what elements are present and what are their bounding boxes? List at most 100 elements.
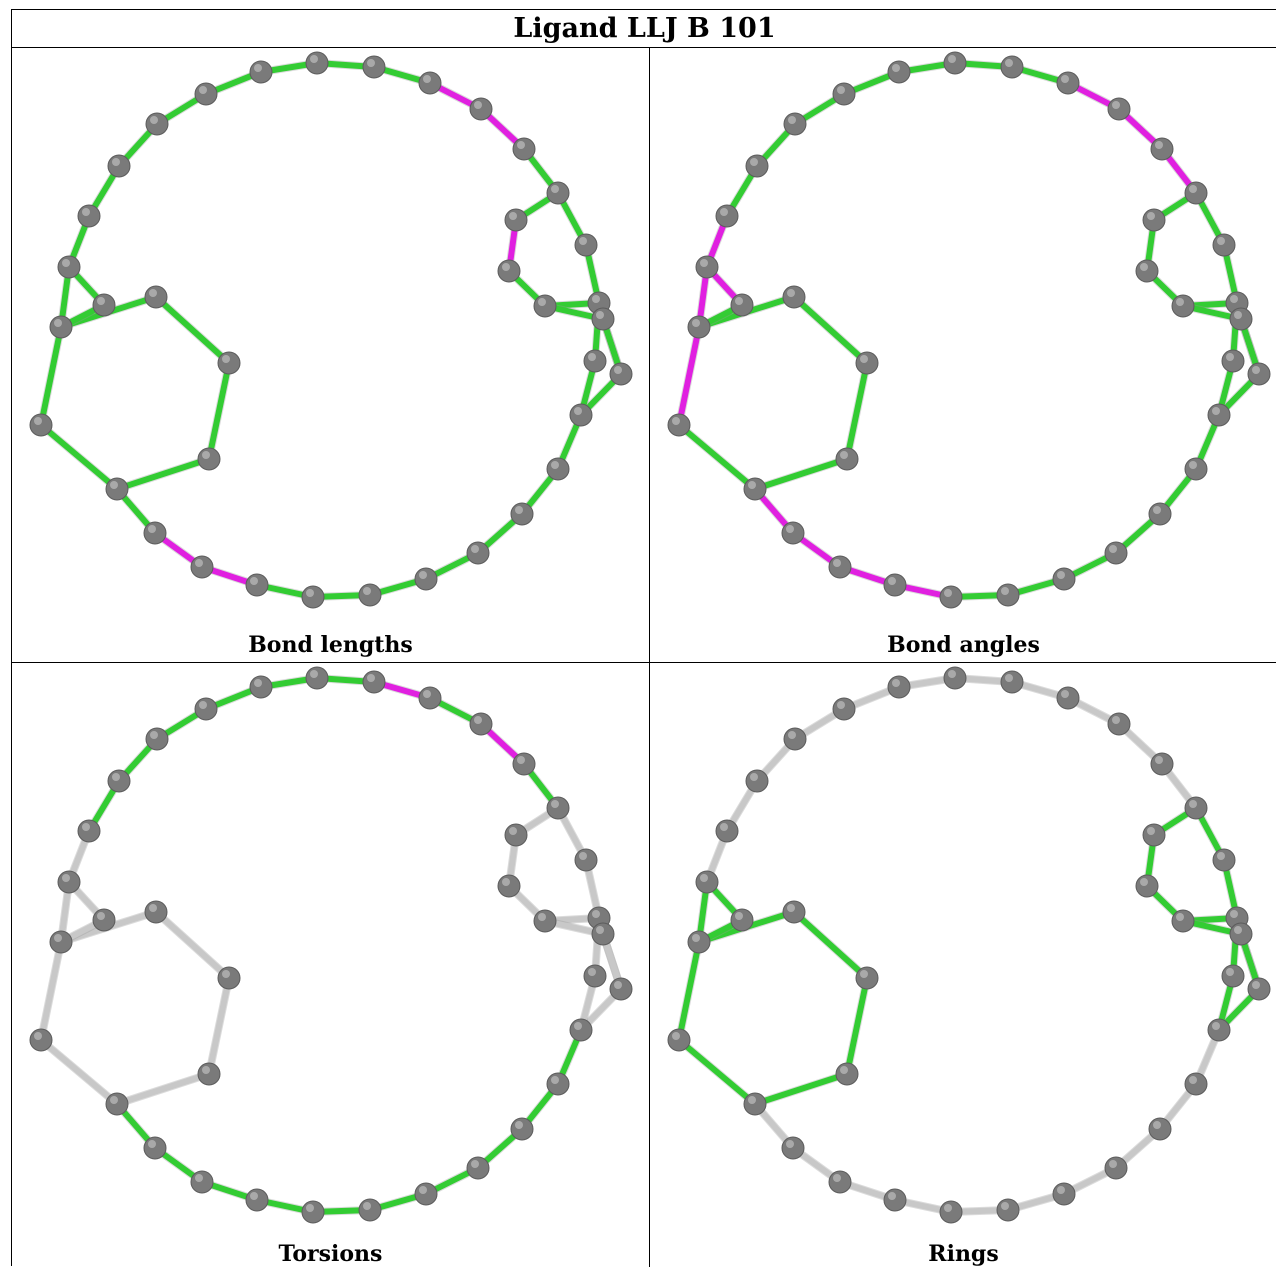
atom [583, 349, 607, 373]
atom [305, 666, 329, 690]
atom [57, 870, 81, 894]
atom-highlight [700, 259, 708, 267]
atom [466, 541, 490, 565]
atom-highlight [199, 701, 207, 709]
atom-highlight [306, 589, 314, 597]
atom-highlight [1189, 185, 1197, 193]
molecule-view-rings [667, 666, 1271, 1224]
atom-highlight [149, 904, 157, 912]
atom [217, 966, 241, 990]
atom-highlight [1226, 968, 1234, 976]
panel-bond-lengths: Bond lengths [12, 48, 649, 662]
atom [107, 769, 131, 793]
atom-highlight [363, 1202, 371, 1210]
atom-highlight [419, 1186, 427, 1194]
atom [29, 1028, 53, 1052]
atom-highlight [579, 237, 587, 245]
atom [939, 1200, 963, 1224]
atom [855, 966, 879, 990]
atom-highlight [54, 934, 62, 942]
atom-highlight [112, 773, 120, 781]
atom-highlight [786, 525, 794, 533]
atom [57, 255, 81, 279]
atom [1052, 1182, 1076, 1206]
atom [512, 752, 536, 776]
atom-highlight [833, 1174, 841, 1182]
atom-highlight [474, 101, 482, 109]
atom-highlight [222, 355, 230, 363]
atom [783, 727, 807, 751]
atom [687, 930, 711, 954]
bond [206, 360, 232, 462]
atom-highlight [588, 353, 596, 361]
atom [497, 874, 521, 898]
atom-highlight [892, 679, 900, 687]
atom-highlight [551, 1076, 559, 1084]
atom [609, 362, 633, 386]
atom-highlight [1230, 910, 1238, 918]
atom [715, 819, 739, 843]
atom-highlight [944, 589, 952, 597]
atom-highlight [1189, 1076, 1197, 1084]
atom [145, 727, 169, 751]
atom [695, 255, 719, 279]
atom-highlight [1212, 1022, 1220, 1030]
atom [1000, 55, 1024, 79]
atom-highlight [419, 571, 427, 579]
bond [676, 422, 758, 492]
atom-highlight [692, 319, 700, 327]
atom [1247, 977, 1271, 1001]
atom [996, 1198, 1020, 1222]
atom [512, 137, 536, 161]
atom [107, 154, 131, 178]
atom-highlight [1140, 263, 1148, 271]
atom-highlight [1234, 311, 1242, 319]
atom-highlight [1057, 1186, 1065, 1194]
bond [676, 1037, 758, 1107]
panel-rings: Rings [650, 663, 1276, 1267]
bond [153, 909, 232, 981]
bond [844, 975, 870, 1077]
atom [469, 712, 493, 736]
atom-highlight [1001, 1202, 1009, 1210]
atom-highlight [367, 59, 375, 67]
atom [249, 675, 273, 699]
atom-highlight [692, 934, 700, 942]
bond [206, 975, 232, 1077]
atom-highlight [672, 1032, 680, 1040]
atom [1229, 922, 1253, 946]
atom-highlight [195, 1174, 203, 1182]
atom [194, 82, 218, 106]
atom [1207, 403, 1231, 427]
atom-highlight [62, 259, 70, 267]
atom-highlight [786, 1140, 794, 1148]
atom [358, 583, 382, 607]
atom-highlight [1155, 756, 1163, 764]
atom-highlight [195, 559, 203, 567]
atom-highlight [574, 1022, 582, 1030]
atom-highlight [1153, 506, 1161, 514]
bond [114, 1071, 212, 1107]
atom [1104, 1156, 1128, 1180]
atom-highlight [1005, 674, 1013, 682]
atom-highlight [34, 1032, 42, 1040]
atom-highlight [250, 1192, 258, 1200]
atom-highlight [1252, 366, 1260, 374]
atom [145, 112, 169, 136]
atom-highlight [948, 55, 956, 63]
atom-highlight [833, 559, 841, 567]
atom-highlight [840, 1066, 848, 1074]
atom-highlight [787, 289, 795, 297]
bond [752, 1071, 850, 1107]
atom [362, 55, 386, 79]
atom [414, 1182, 438, 1206]
atom [301, 1200, 325, 1224]
atom [504, 208, 528, 232]
atom-highlight [1001, 587, 1009, 595]
atom [943, 51, 967, 75]
atom [144, 285, 168, 309]
atom-highlight [306, 1204, 314, 1212]
atom-highlight [82, 208, 90, 216]
atom-highlight [892, 64, 900, 72]
atom [305, 51, 329, 75]
